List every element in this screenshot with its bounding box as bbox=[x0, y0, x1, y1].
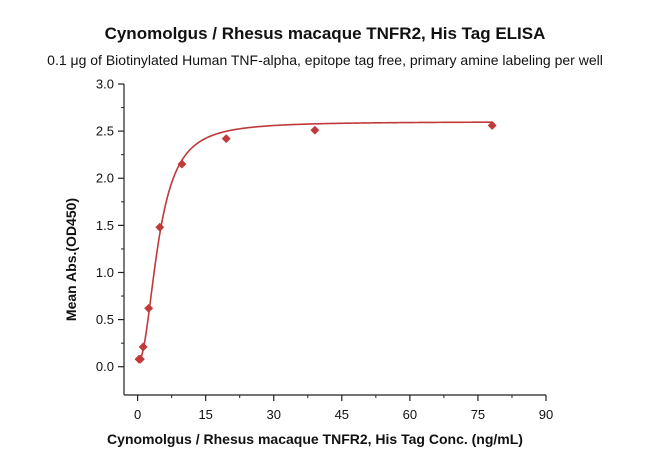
data-point bbox=[487, 120, 497, 131]
y-tick-label: 0.0 bbox=[96, 359, 114, 374]
x-tick-label: 60 bbox=[403, 407, 417, 422]
y-tick-label: 1.0 bbox=[96, 265, 114, 280]
x-tick-label: 15 bbox=[198, 407, 212, 422]
x-tick-label: 0 bbox=[134, 407, 141, 422]
x-tick-label: 90 bbox=[539, 407, 553, 422]
data-point bbox=[135, 354, 145, 364]
y-tick-label: 2.5 bbox=[96, 124, 114, 139]
data-point bbox=[221, 134, 231, 144]
data-point bbox=[177, 159, 187, 169]
y-tick-label: 1.5 bbox=[96, 218, 114, 233]
chart-title: Cynomolgus / Rhesus macaque TNFR2, His T… bbox=[104, 24, 546, 43]
x-tick-label: 30 bbox=[267, 407, 281, 422]
data-point bbox=[138, 342, 148, 352]
x-tick-label: 45 bbox=[335, 407, 349, 422]
y-tick-label: 3.0 bbox=[96, 77, 114, 92]
y-tick-label: 0.5 bbox=[96, 312, 114, 327]
data-point bbox=[310, 125, 320, 135]
y-axis-title: Mean Abs.(OD450) bbox=[63, 198, 79, 321]
chart-subtitle: 0.1 μg of Biotinylated Human TNF-alpha, … bbox=[47, 52, 603, 68]
fit-curve bbox=[138, 121, 493, 362]
y-tick-label: 2.0 bbox=[96, 171, 114, 186]
data-point bbox=[144, 303, 154, 313]
data-point bbox=[155, 222, 165, 232]
x-tick-label: 75 bbox=[471, 407, 485, 422]
x-axis-title: Cynomolgus / Rhesus macaque TNFR2, His T… bbox=[107, 431, 523, 447]
